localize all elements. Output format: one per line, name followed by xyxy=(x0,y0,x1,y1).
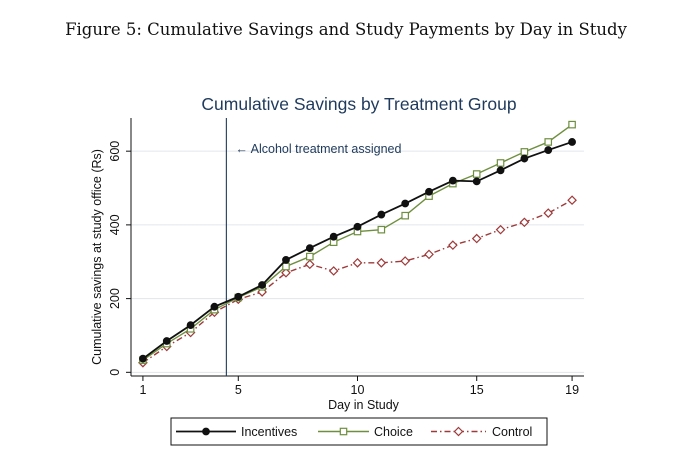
data-point-choice xyxy=(306,252,314,261)
legend-label-control: Control xyxy=(492,425,532,439)
x-tick-label: 1 xyxy=(139,383,146,397)
data-point-incentives xyxy=(162,337,171,345)
data-point-incentives xyxy=(401,199,410,208)
data-point-control xyxy=(424,249,434,260)
legend-item-incentives: Incentives xyxy=(176,425,297,439)
data-point-choice xyxy=(472,170,481,178)
data-point-control xyxy=(448,240,458,251)
data-point-incentives xyxy=(353,222,362,231)
figure-caption: Figure 5: Cumulative Savings and Study P… xyxy=(65,20,627,39)
data-point-incentives xyxy=(186,321,195,330)
legend-label-choice: Choice xyxy=(374,425,413,439)
legend-item-control: Control xyxy=(431,425,532,439)
data-point-incentives xyxy=(520,154,529,163)
alcohol-treatment-annotation: ← Alcohol treatment assigned xyxy=(235,142,401,156)
data-point-incentives xyxy=(139,354,147,363)
legend-marker-incentives xyxy=(202,427,210,436)
x-tick-label: 5 xyxy=(235,383,242,397)
x-tick-label: 19 xyxy=(565,383,579,397)
data-point-incentives xyxy=(472,177,481,186)
data-point-incentives xyxy=(210,302,219,311)
data-point-incentives xyxy=(282,256,290,264)
data-point-choice xyxy=(377,225,386,234)
y-tick-label: 0 xyxy=(108,369,122,376)
x-tick-label: 15 xyxy=(470,383,484,397)
data-point-control xyxy=(304,259,315,270)
data-point-incentives xyxy=(305,244,314,253)
data-point-control xyxy=(567,195,577,206)
data-point-control xyxy=(376,258,387,268)
y-tick-label: 600 xyxy=(108,141,122,162)
data-point-control xyxy=(543,208,554,218)
series-choice xyxy=(139,120,576,364)
data-point-choice xyxy=(496,159,505,167)
x-tick-label: 10 xyxy=(351,383,365,397)
data-point-incentives xyxy=(568,138,576,146)
chart-title: Cumulative Savings by Treatment Group xyxy=(201,94,516,114)
data-point-control xyxy=(281,267,291,278)
legend-marker-choice xyxy=(339,427,348,436)
data-point-choice xyxy=(520,148,529,156)
data-point-incentives xyxy=(258,281,267,289)
x-axis-label: Day in Study xyxy=(328,398,400,412)
data-point-incentives xyxy=(448,176,457,185)
legend-item-choice: Choice xyxy=(318,425,413,439)
legend-label-incentives: Incentives xyxy=(241,425,297,439)
data-point-choice xyxy=(401,211,409,220)
y-axis-label: Cumulative savings at study office (Rs) xyxy=(90,149,104,365)
series-layer xyxy=(138,120,577,368)
data-point-incentives xyxy=(496,166,505,175)
data-point-choice xyxy=(568,120,576,129)
series-line-choice xyxy=(142,124,573,361)
data-point-incentives xyxy=(377,210,386,219)
data-point-choice xyxy=(282,262,290,271)
y-tick-label: 200 xyxy=(108,288,122,309)
data-point-incentives xyxy=(234,292,243,301)
data-point-control xyxy=(352,258,363,268)
data-point-incentives xyxy=(329,232,338,241)
data-point-incentives xyxy=(425,187,433,196)
data-point-choice xyxy=(544,138,553,146)
series-line-incentives xyxy=(142,141,573,360)
data-point-control xyxy=(400,256,411,266)
data-point-control xyxy=(519,217,530,228)
series-incentives xyxy=(139,138,576,363)
y-tick-label: 400 xyxy=(108,214,122,235)
legend: Incentives Choice Control xyxy=(170,417,548,446)
data-point-incentives xyxy=(544,146,553,154)
legend-marker-control xyxy=(453,426,464,437)
data-point-control xyxy=(328,266,339,276)
data-point-control xyxy=(471,233,482,244)
data-point-control xyxy=(495,224,506,235)
series-control xyxy=(138,195,577,368)
